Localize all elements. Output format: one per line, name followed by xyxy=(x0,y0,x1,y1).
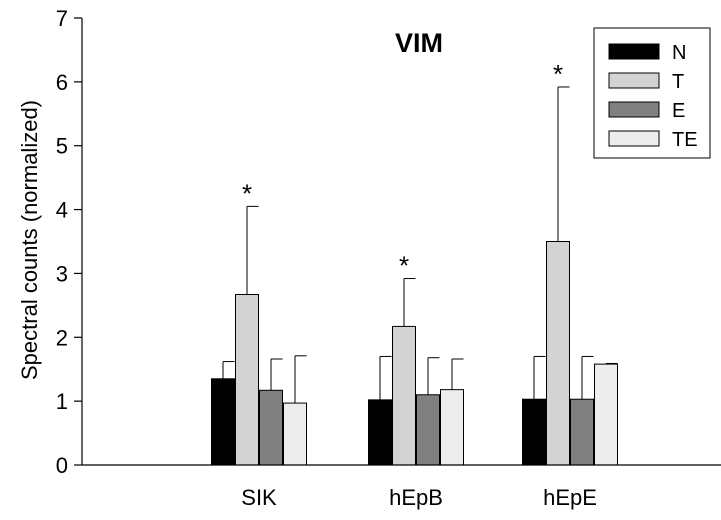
y-tick-label: 0 xyxy=(56,453,68,478)
bar-T-hEpE xyxy=(546,241,570,466)
x-tick-label: SIK xyxy=(241,485,277,510)
y-tick-label: 4 xyxy=(56,198,68,223)
legend-label-E: E xyxy=(672,100,685,122)
y-tick-label: 5 xyxy=(56,134,68,159)
y-tick-label: 2 xyxy=(56,325,68,350)
bar-TE-hEpE xyxy=(594,363,618,466)
chart-title: VIM xyxy=(395,28,443,58)
bar-TE-SIK xyxy=(283,402,307,466)
significance-marker: * xyxy=(553,59,563,89)
significance-marker: * xyxy=(399,251,409,281)
bar-T-SIK xyxy=(235,294,259,466)
plot-area: * * * xyxy=(211,59,618,466)
bar-TE-hEpB xyxy=(440,389,464,466)
legend-swatch-E xyxy=(608,101,660,118)
y-tick-label: 7 xyxy=(56,6,68,31)
bar-N-hEpB xyxy=(368,399,392,466)
x-tick-label: hEpE xyxy=(543,485,597,510)
bar-E-hEpB xyxy=(416,394,440,466)
y-tick-label: 3 xyxy=(56,261,68,286)
bar-N-hEpE xyxy=(522,398,546,466)
bar-E-SIK xyxy=(259,389,283,466)
significance-marker: * xyxy=(242,178,252,208)
axes: 0 1 2 3 4 5 6 7 SIK hEpB hEpE xyxy=(56,6,721,510)
legend-label-N: N xyxy=(672,42,686,64)
bar-T-hEpB xyxy=(392,325,416,466)
y-axis-label: Spectral counts (normalized) xyxy=(17,100,42,380)
legend-swatch-TE xyxy=(608,130,660,147)
legend-swatch-T xyxy=(608,72,660,89)
y-tick-label: 6 xyxy=(56,70,68,95)
bar-N-SIK xyxy=(211,378,235,466)
x-tick-label: hEpB xyxy=(389,485,443,510)
legend-label-TE: TE xyxy=(672,129,698,151)
legend-swatch-N xyxy=(608,43,660,60)
bar-E-hEpE xyxy=(570,398,594,466)
legend-label-T: T xyxy=(672,71,684,93)
y-tick-label: 1 xyxy=(56,389,68,414)
